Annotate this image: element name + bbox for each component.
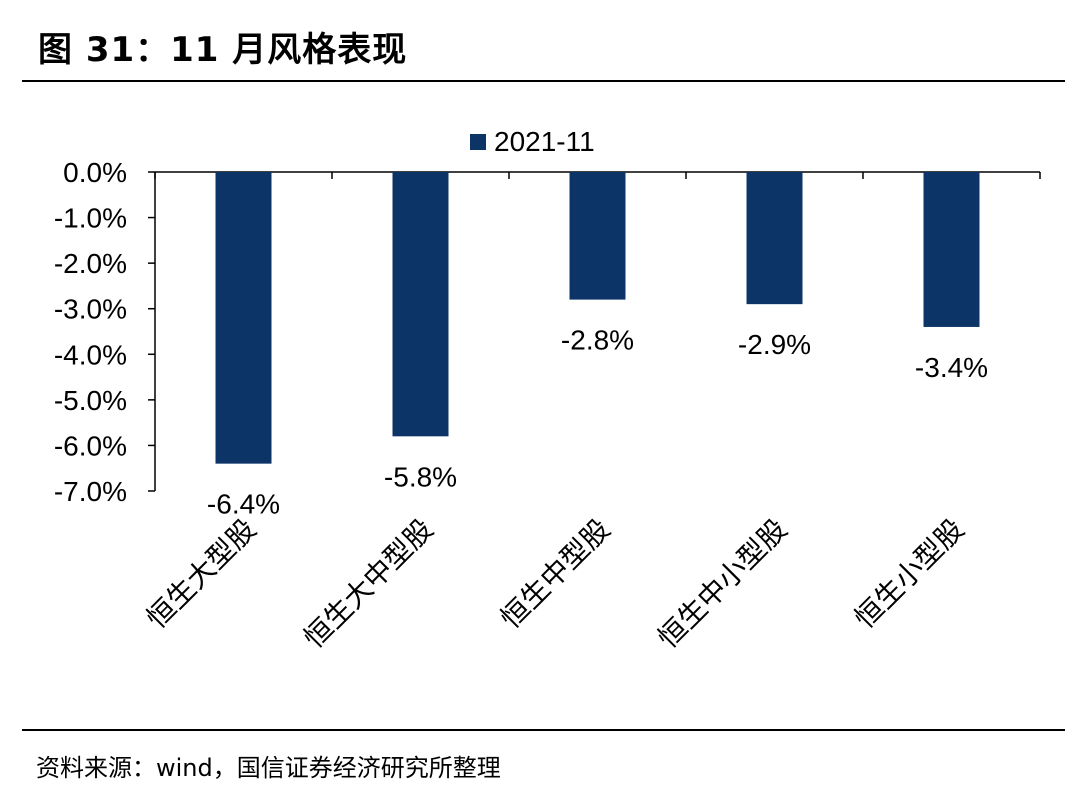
bar [569,172,626,300]
bar [746,172,803,305]
data-label: -3.4% [915,352,988,383]
category-label: 恒生中型股 [494,513,616,635]
bar [923,172,980,327]
category-label: 恒生大中型股 [297,513,439,655]
category-label: 恒生中小型股 [651,513,793,655]
title-rule [22,80,1065,82]
bar-chart: 2021-11 0.0% -1.0% -2.0% -3.0% -4.0% -5.0% -6.… [54,126,1041,655]
category-label: 恒生小型股 [848,513,970,635]
footer-rule [22,729,1065,731]
bar [215,172,272,464]
plot-area: 0.0% -1.0% -2.0% -3.0% -4.0% -5.0% -6.0% -7.0% -… [54,157,1041,655]
figure-title: 图 31：11 月风格表现 [38,30,408,70]
data-label: -5.8% [384,461,457,492]
data-label: -6.4% [207,489,280,520]
y-tick-label: -2.0% [54,248,127,279]
legend-swatch [470,134,486,150]
y-tick-label: -5.0% [54,385,127,416]
y-tick-label: -1.0% [54,203,127,234]
legend: 2021-11 [470,126,595,157]
y-tick-label: -4.0% [54,339,127,370]
y-tick-label: -7.0% [54,476,127,507]
y-tick-label: -3.0% [54,294,127,325]
data-label: -2.8% [561,325,634,356]
category-label: 恒生大型股 [140,513,262,635]
source-note: 资料来源：wind，国信证券经济研究所整理 [36,754,501,782]
y-tick-label: 0.0% [63,157,127,188]
bar [392,172,449,437]
y-tick-label: -6.0% [54,430,127,461]
data-label: -2.9% [738,329,811,360]
legend-label: 2021-11 [494,126,595,157]
